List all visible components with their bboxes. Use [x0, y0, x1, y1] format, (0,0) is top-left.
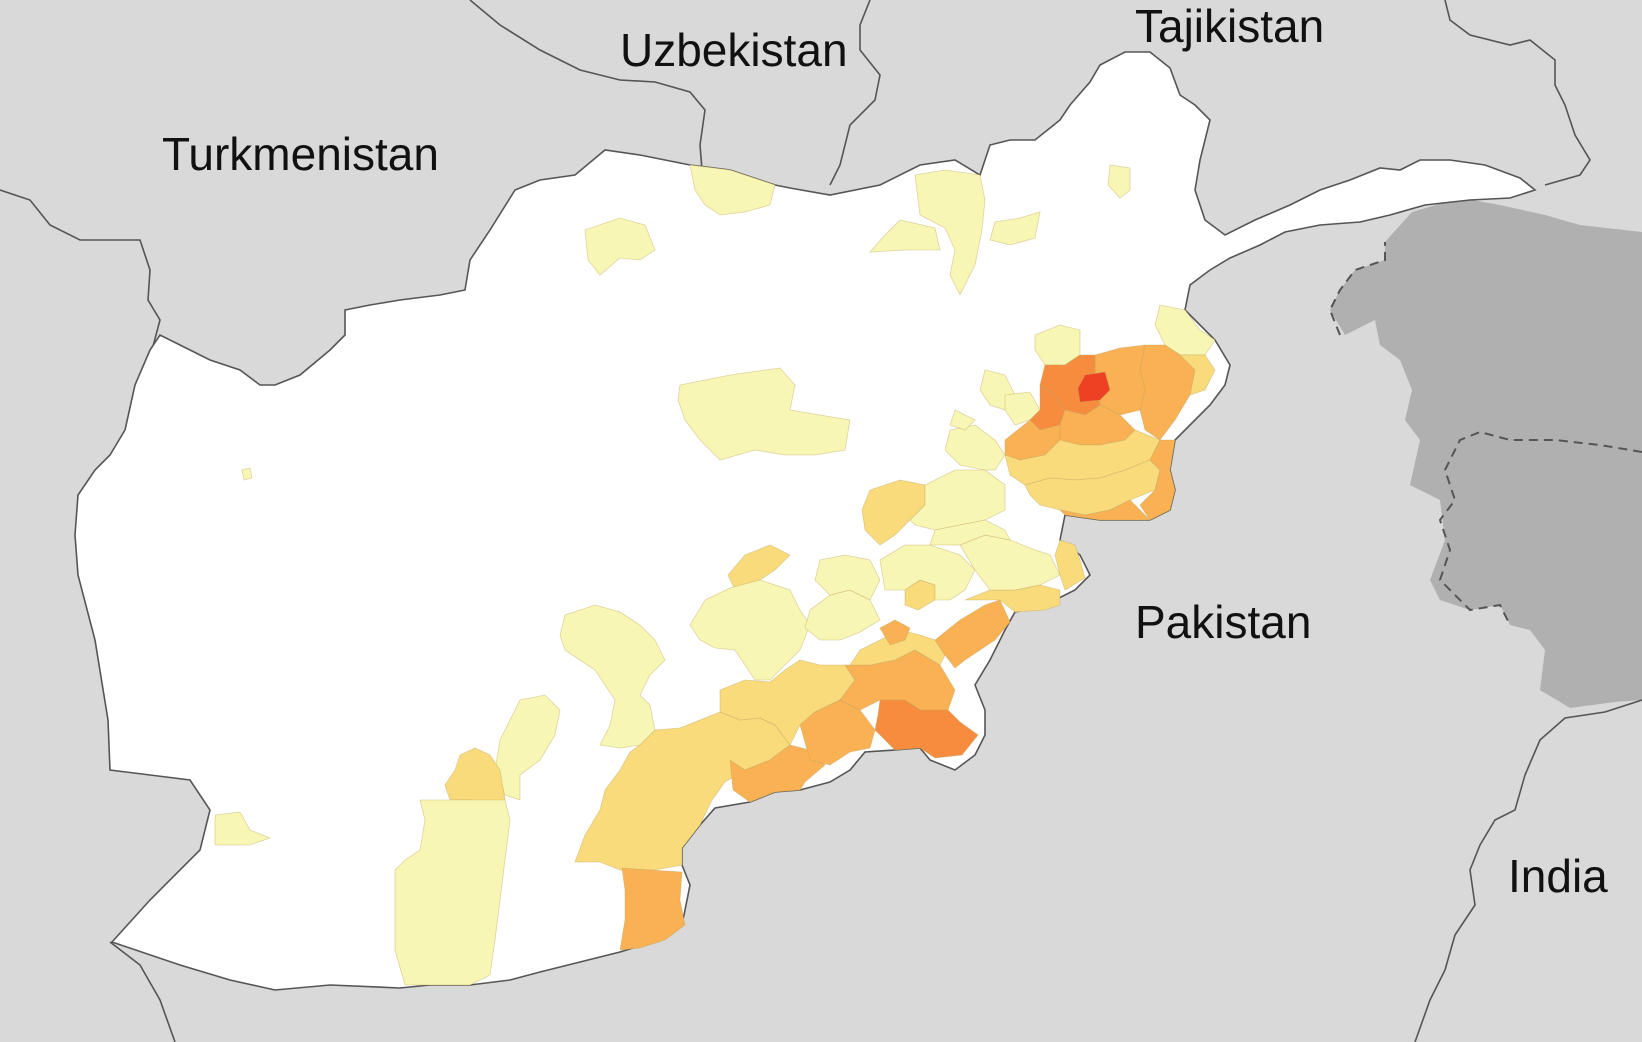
border-tajikistan-china [1444, 0, 1591, 186]
district-ghazni-1 [814, 554, 881, 601]
disputed-region-kashmir [1330, 198, 1642, 708]
district-uruzgan [727, 544, 791, 591]
eastern-districts [861, 304, 1216, 546]
district-zabul-3 [879, 619, 911, 646]
district-north-5 [989, 211, 1041, 246]
district-north-3 [914, 169, 986, 296]
country-label-turkmenistan: Turkmenistan [162, 128, 439, 180]
district-logar [929, 519, 1011, 546]
district-north-4 [869, 219, 941, 253]
district-paktika-1 [934, 599, 1011, 669]
country-label-india: India [1508, 850, 1608, 902]
district-kandahar-3 [799, 699, 876, 766]
district-north-1 [689, 164, 776, 216]
district-nangarhar-4 [1058, 499, 1151, 521]
border-pakistan-india [1414, 699, 1642, 1042]
district-west-2 [494, 694, 561, 801]
border-turkmenistan-iran [0, 189, 161, 351]
central-districts [214, 367, 851, 986]
district-parwan-2 [949, 409, 976, 431]
district-wardak-1 [861, 479, 926, 546]
district-central-1 [689, 579, 811, 681]
district-khost [1054, 539, 1086, 591]
district-kunar-2 [1179, 354, 1216, 396]
border-uzbekistan-tajikistan [829, 0, 881, 186]
country-label-pakistan: Pakistan [1135, 596, 1311, 648]
district-sw [214, 811, 272, 846]
southern-districts [574, 534, 1086, 951]
district-tiny-west [241, 467, 253, 481]
district-north-6 [1107, 164, 1131, 199]
district-nangarhar-3 [1139, 439, 1176, 521]
line-of-control-dashed [1328, 242, 1386, 336]
district-helmand-2 [619, 867, 686, 951]
district-kandahar-2 [729, 744, 826, 803]
district-laghman-hot [1077, 371, 1111, 403]
district-nimroz [394, 799, 511, 986]
border-iran-pakistan [109, 941, 176, 1042]
district-spin-boldak [874, 699, 979, 759]
country-label-uzbekistan: Uzbekistan [620, 24, 848, 76]
district-north-2 [584, 217, 656, 276]
northern-districts [584, 164, 1131, 296]
afghanistan-outline [74, 51, 1537, 991]
border-turkmenistan-uzbekistan [469, 0, 706, 171]
country-label-tajikistan: Tajikistan [1135, 0, 1324, 52]
line-of-control-dashed-2 [1438, 430, 1642, 626]
district-ghor [677, 367, 851, 461]
district-parwan-1 [944, 424, 1006, 471]
